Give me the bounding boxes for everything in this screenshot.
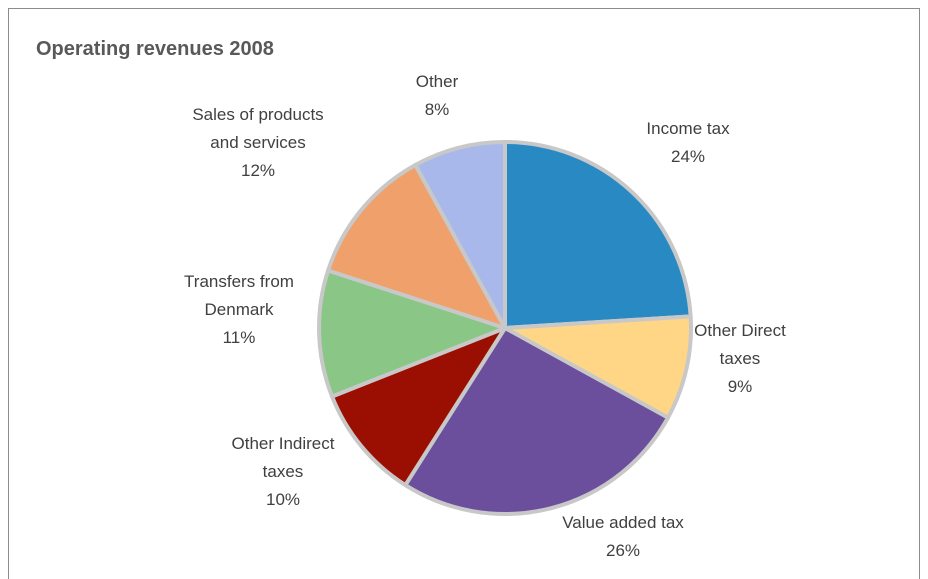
slice-name-5: Sales of products (192, 105, 323, 124)
pie-slice-0 (503, 140, 693, 330)
slice-percent-1: 9% (728, 377, 753, 396)
slice-name-4: Denmark (205, 300, 274, 319)
slice-percent-5: 12% (241, 161, 275, 180)
slice-label-5: Sales of products and services 12% (192, 105, 323, 180)
slice-percent-0: 24% (671, 147, 705, 166)
slice-name-5: and services (210, 133, 305, 152)
slice-name-3: Other Indirect (232, 434, 335, 453)
slice-percent-4: 11% (223, 328, 256, 347)
slice-name-6: Other (416, 72, 459, 91)
slice-name-0: Income tax (646, 119, 730, 138)
slice-label-6: Other 8% (416, 72, 459, 119)
slice-name-1: Other Direct (694, 321, 786, 340)
slice-percent-2: 26% (606, 541, 640, 560)
pie-slice-1 (503, 314, 693, 420)
slice-percent-6: 8% (425, 100, 450, 119)
slice-name-3: taxes (263, 462, 304, 481)
slice-name-4: Transfers from (184, 272, 294, 291)
slice-label-3: Other Indirect taxes 10% (232, 434, 335, 509)
slice-label-1: Other Direct taxes 9% (694, 321, 786, 396)
pie-slice-6 (413, 140, 507, 330)
pie-slice-2 (403, 326, 670, 516)
slice-label-4: Transfers from Denmark 11% (184, 272, 294, 347)
slice-label-2: Value added tax 26% (562, 513, 684, 560)
slice-name-1: taxes (720, 349, 761, 368)
chart-title: Operating revenues 2008 (36, 38, 274, 60)
pie-slice-5 (326, 163, 507, 330)
slice-name-2: Value added tax (562, 513, 684, 532)
slice-percent-3: 10% (266, 490, 300, 509)
pie-slice-4 (317, 268, 507, 399)
slice-label-0: Income tax 24% (646, 119, 730, 166)
pie-slice-3 (330, 326, 507, 488)
